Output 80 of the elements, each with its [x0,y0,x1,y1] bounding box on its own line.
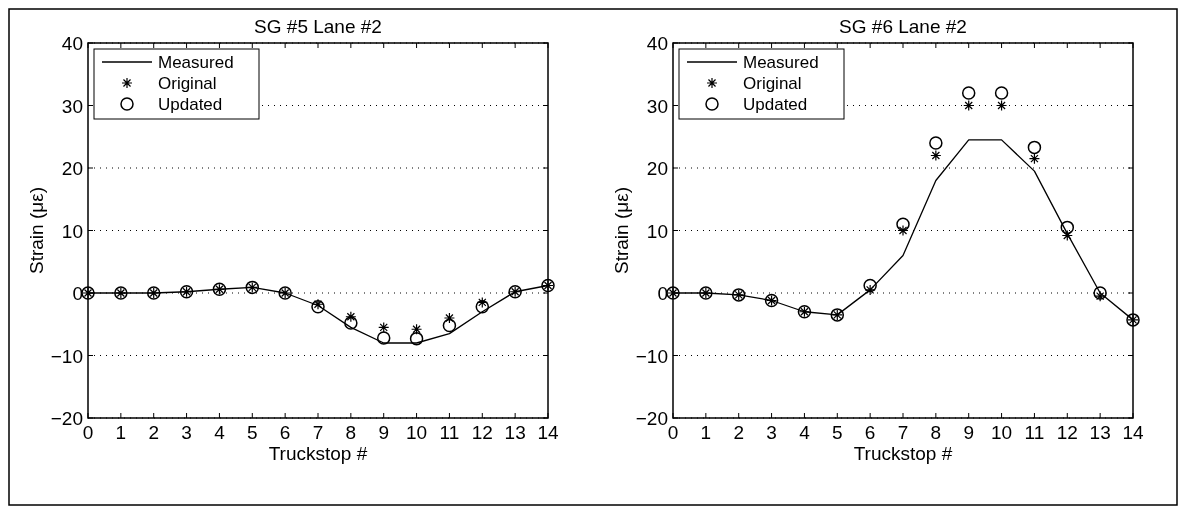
x-tick-label: 2 [733,422,744,443]
point [1093,286,1107,300]
point [995,99,1008,112]
x-tick-label: 10 [991,422,1013,443]
x-tick-label: 11 [439,422,460,443]
x-tick-label: 5 [832,422,843,443]
x-tick-label: 9 [963,422,974,443]
point [864,284,876,296]
point [443,312,456,324]
x-tick-label: 14 [537,422,559,443]
x-tick-label: 4 [214,422,226,443]
y-tick-label: −10 [635,345,668,367]
x-tick-label: 7 [312,422,324,443]
point [442,318,457,333]
chart-title: SG #6 Lane #2 [839,16,967,37]
x-tick-label: 12 [471,422,493,443]
y-tick-label: 30 [646,95,668,117]
x-tick-label: 1 [700,422,712,443]
legend-label: Updated [743,95,808,114]
point [311,300,325,314]
y-tick-label: −20 [50,408,83,429]
x-tick-label: 8 [930,422,942,443]
point [476,296,488,308]
x-tick-label: 6 [279,422,291,443]
y-tick-label: −10 [50,345,83,367]
y-tick-label: 10 [61,220,83,242]
point [410,323,423,335]
x-tick-label: 1 [115,422,127,443]
x-axis-title: Truckstop # [268,443,368,464]
legend-label: Measured [158,53,234,72]
y-axis-title: Strain (με) [611,187,632,274]
chart-title: SG #5 Lane #2 [254,16,382,37]
legend-label: Updated [158,95,223,114]
point [312,298,324,310]
x-tick-label: 14 [1122,422,1144,443]
x-tick-label: 13 [504,422,526,443]
y-tick-label: 10 [646,220,668,242]
point [409,331,424,346]
point [961,86,976,100]
point [1060,220,1075,235]
point [475,300,490,314]
point [378,321,390,333]
y-tick-label: 30 [61,95,83,117]
x-tick-label: 3 [181,422,192,443]
x-tick-label: 4 [799,422,811,443]
point [1027,140,1042,155]
point [929,136,943,150]
y-tick-label: 20 [646,158,668,179]
x-tick-label: 5 [247,422,258,443]
point [345,311,357,323]
legend-label: Original [743,74,802,93]
point [1028,153,1041,165]
point [930,149,942,162]
point [1094,290,1106,302]
point [896,217,910,231]
x-axis-title: Truckstop # [853,443,953,464]
y-tick-label: 40 [646,33,668,54]
x-tick-label: 8 [345,422,357,443]
point [994,86,1009,100]
y-tick-label: −20 [635,408,668,429]
x-tick-label: 2 [148,422,159,443]
y-tick-label: 0 [72,283,83,304]
x-tick-label: 9 [378,422,389,443]
legend-label: Measured [743,53,819,72]
x-tick-label: 3 [766,422,777,443]
legend-label: Original [158,74,217,93]
y-tick-label: 40 [61,33,83,54]
point [863,278,877,293]
y-tick-label: 20 [61,158,83,179]
y-axis-title: Strain (με) [26,187,47,274]
x-tick-label: 11 [1024,422,1045,443]
x-tick-label: 6 [864,422,876,443]
y-tick-label: 0 [657,283,668,304]
point [344,316,358,330]
x-tick-label: 10 [406,422,428,443]
point [1061,229,1073,242]
x-tick-label: 12 [1056,422,1078,443]
x-tick-label: 7 [897,422,909,443]
x-tick-label: 13 [1089,422,1111,443]
point [376,331,391,345]
